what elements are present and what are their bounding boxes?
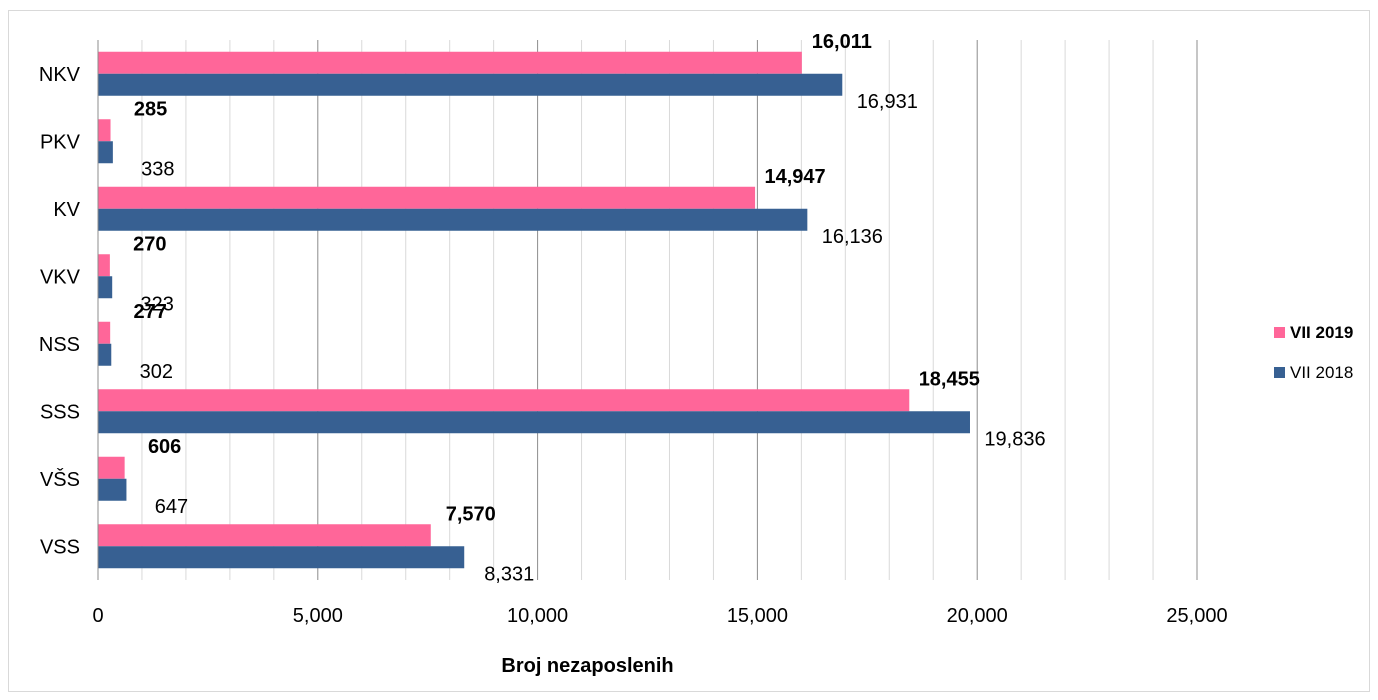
bar-vii-2019	[98, 456, 125, 479]
bar-vii-2018	[98, 478, 127, 501]
bar-vii-2018	[98, 546, 465, 569]
y-category-label: NKV	[39, 64, 81, 86]
y-category-label: NSS	[39, 334, 80, 356]
chart-frame	[8, 10, 1370, 692]
bar-vii-2019	[98, 524, 431, 547]
x-tick-label: 10,000	[507, 605, 568, 627]
axis-layer: 0 5,000 10,000 15,000 20,000 25,000 NKV PKV KV VK…	[39, 40, 1228, 627]
y-category-label: VŠS	[40, 468, 80, 491]
bar-vii-2019	[98, 254, 110, 277]
data-label: 14,947	[764, 166, 825, 188]
bar-vii-2019	[98, 51, 802, 74]
data-label: 302	[140, 361, 173, 383]
data-label: 270	[133, 233, 166, 255]
data-label: 606	[148, 436, 181, 458]
legend-swatch	[1274, 367, 1285, 378]
bar-vii-2018	[98, 141, 113, 164]
data-label: 16,931	[857, 91, 918, 113]
x-tick-label: 5,000	[293, 605, 343, 627]
data-label: 277	[133, 301, 166, 323]
y-category-label: PKV	[40, 131, 81, 153]
y-category-label: VSS	[40, 536, 80, 558]
bar-vii-2019	[98, 321, 111, 344]
y-category-label: SSS	[40, 401, 80, 423]
x-tick-label: 15,000	[727, 605, 788, 627]
data-label: 16,011	[812, 31, 872, 53]
legend: VII 2019 VII 2018	[1274, 323, 1353, 382]
data-label: 285	[134, 98, 167, 120]
bar-vii-2019	[98, 119, 111, 142]
data-label: 19,836	[984, 428, 1045, 450]
bar-vii-2019	[98, 389, 910, 412]
bar-vii-2019	[98, 186, 756, 209]
bar-vii-2018	[98, 411, 970, 434]
legend-label: VII 2018	[1290, 363, 1353, 382]
data-label: 8,331	[484, 563, 534, 585]
bars-layer	[98, 51, 970, 569]
grid-layer	[97, 40, 1198, 580]
y-category-label: VKV	[40, 266, 81, 288]
data-label: 647	[155, 496, 188, 518]
y-category-label: KV	[53, 199, 80, 221]
legend-swatch	[1274, 327, 1285, 338]
data-label: 16,136	[822, 226, 883, 248]
data-label: 7,570	[446, 503, 496, 525]
bar-vii-2018	[98, 343, 112, 366]
legend-label: VII 2019	[1290, 323, 1353, 342]
x-axis-title: Broj nezaposlenih	[501, 655, 673, 677]
x-tick-label: 0	[92, 605, 103, 627]
data-label: 338	[141, 158, 174, 180]
data-label: 18,455	[919, 368, 980, 390]
x-tick-label: 20,000	[947, 605, 1008, 627]
bar-vii-2018	[98, 208, 808, 231]
bar-vii-2018	[98, 276, 113, 299]
bar-vii-2018	[98, 73, 843, 96]
data-label: 323	[141, 293, 174, 315]
x-tick-label: 25,000	[1166, 605, 1227, 627]
